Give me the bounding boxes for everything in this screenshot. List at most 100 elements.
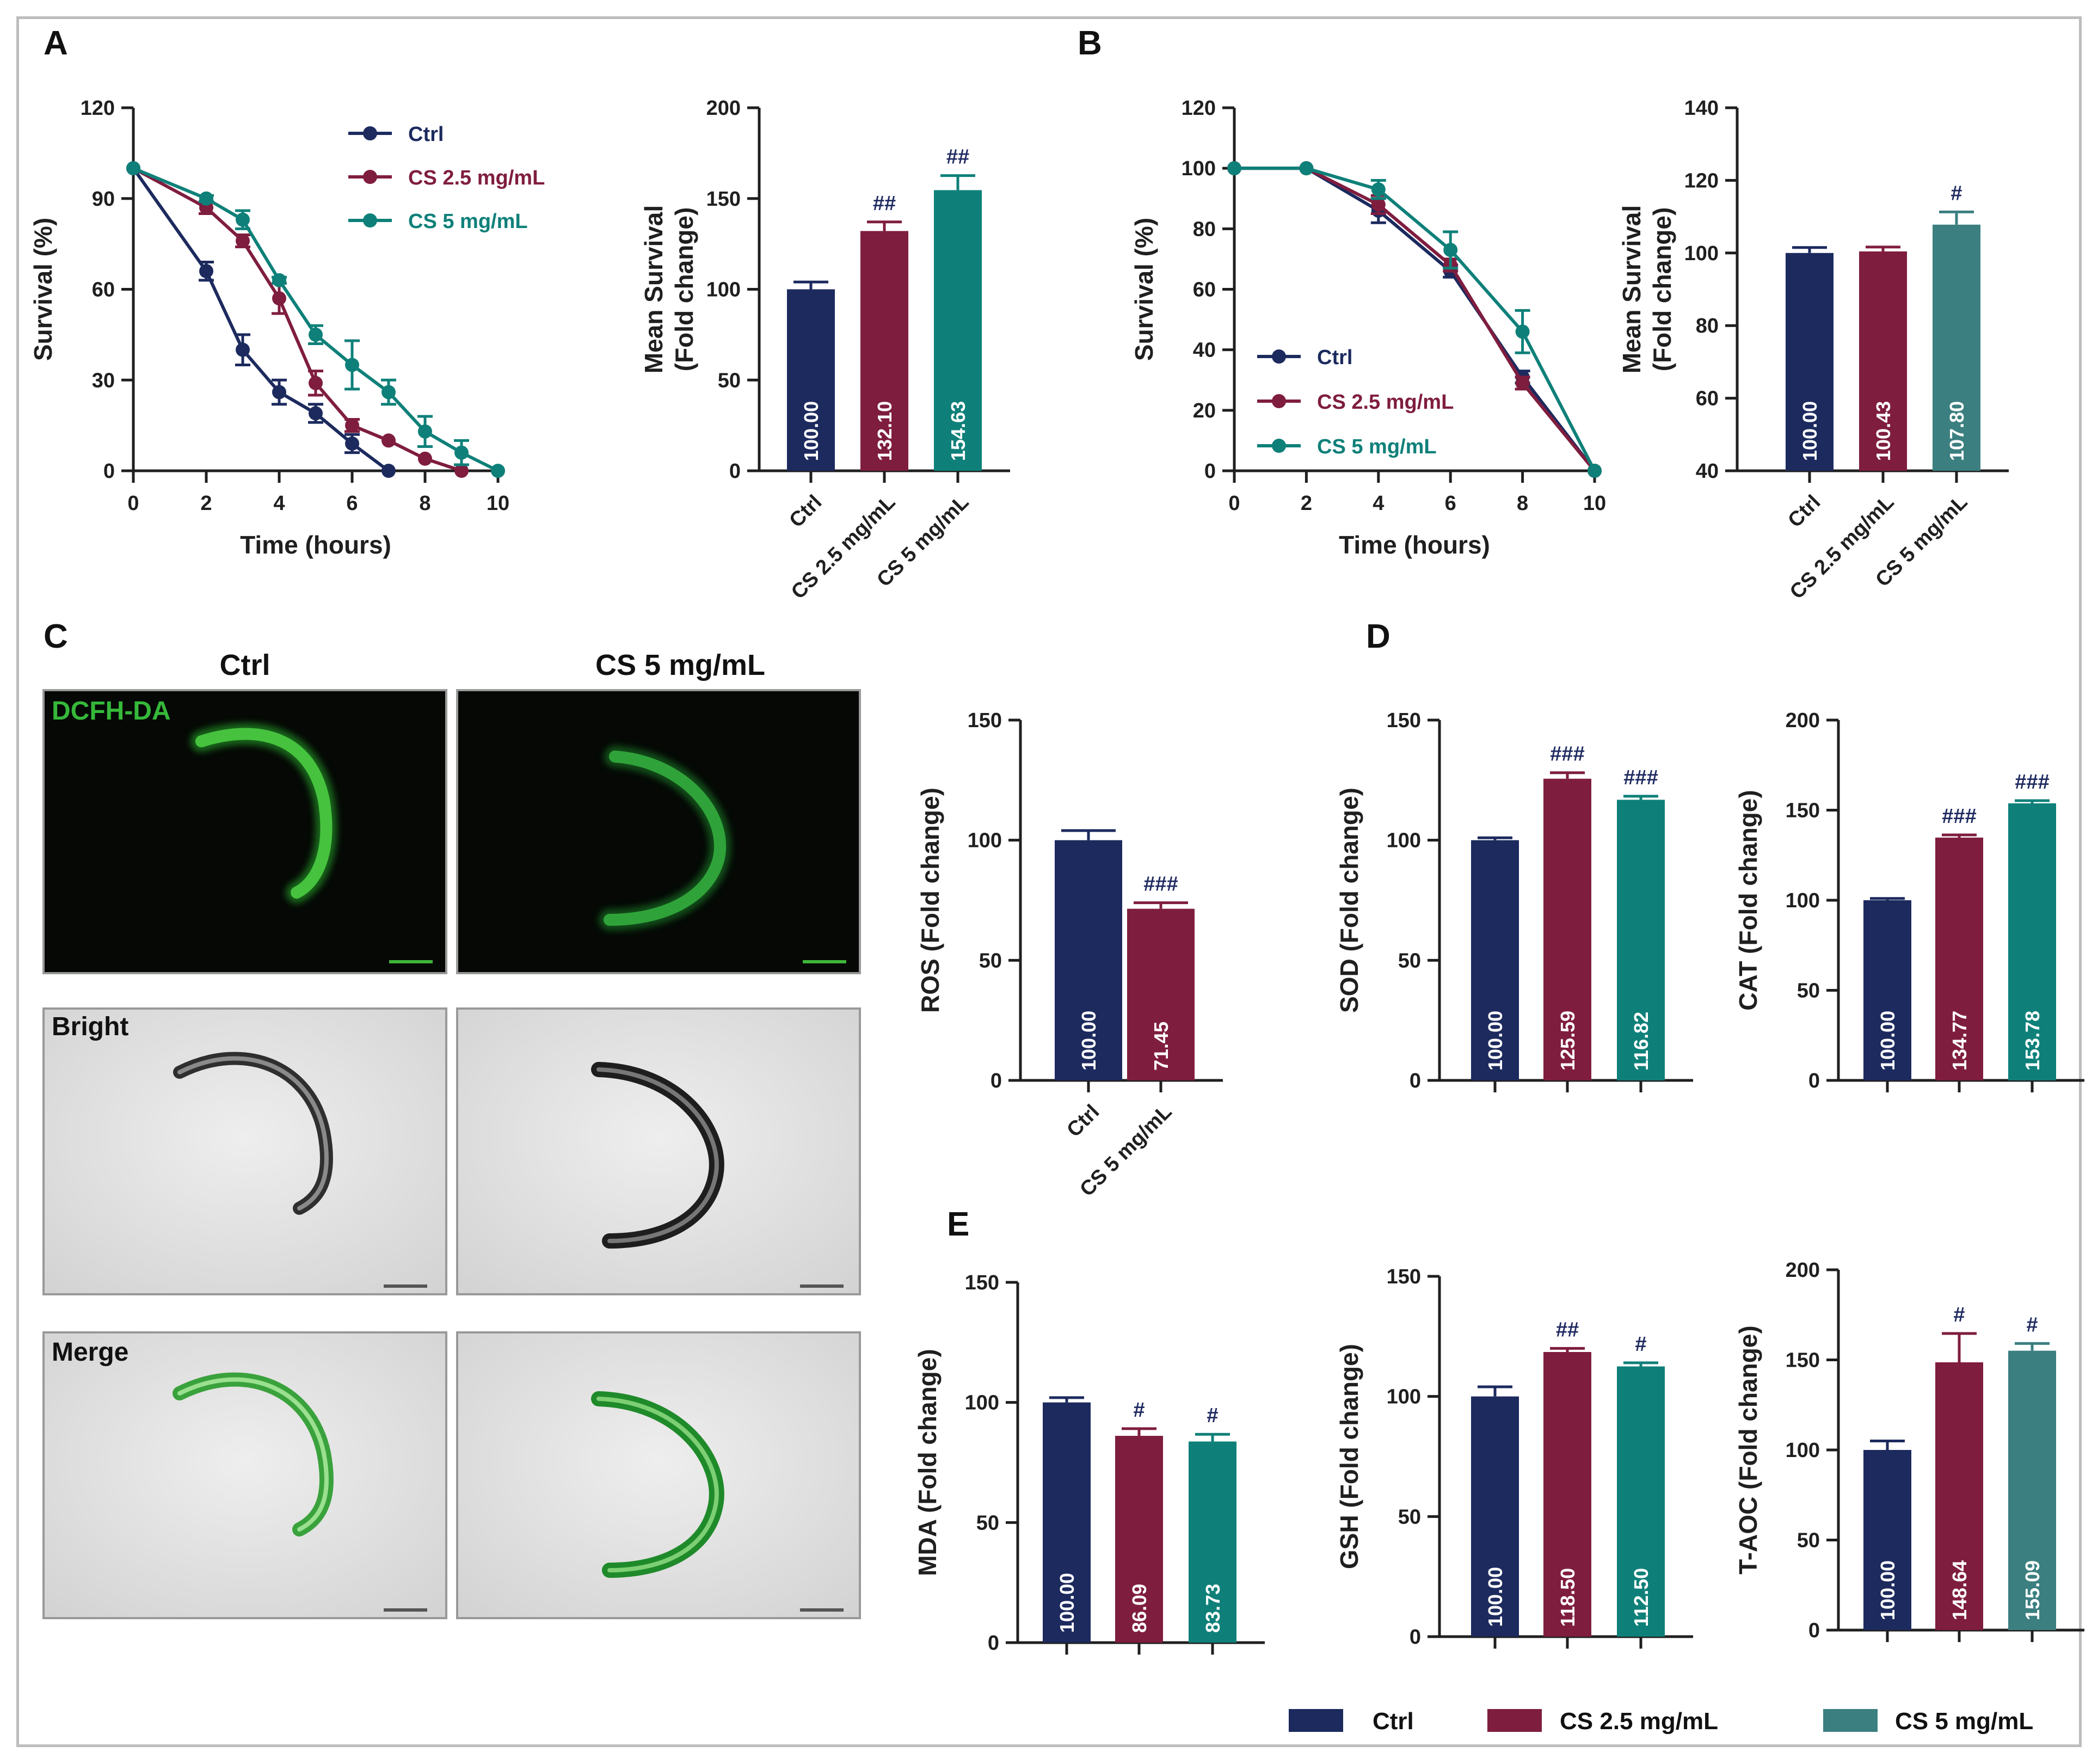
bottom-legend-swatch-cs25 <box>1487 1709 1542 1732</box>
chart-b-mean-survival-bar: 40 60 80 100 120 140 Mean Survival (Fold change… <box>1617 97 2009 604</box>
C_ros-y-tick-label: 150 <box>968 709 1002 732</box>
E_taoc-bar-value-label: 100.00 <box>1876 1560 1899 1620</box>
B_bar-y-tick-label: 140 <box>1684 97 1719 120</box>
D_sod-bar-ctrl <box>1471 840 1519 1080</box>
image-dcfh-cs5 <box>456 689 861 974</box>
B_line-x-tick-label: 10 <box>1583 492 1606 515</box>
A_line-x-tick-label: 10 <box>487 492 509 515</box>
E_gsh-bar-value-label: 100.00 <box>1484 1567 1506 1627</box>
A_bar-bar-value-label: 100.00 <box>800 401 822 461</box>
B_bar-bar-value-label: 107.80 <box>1946 401 1968 461</box>
B_line-point-cs-5-mg-ml <box>1588 464 1602 478</box>
A_line-x-tick-label: 8 <box>419 492 430 515</box>
chart-b-survival-line: 0 20 40 60 80 100 120 Survival (%) 0 2 4 6 8 10 Time (… <box>1130 97 1606 559</box>
E_taoc-y-tick-label: 0 <box>1808 1619 1820 1642</box>
A_line-x-tick-label: 0 <box>127 492 139 515</box>
C_ros-y-tick-label: 100 <box>968 829 1002 852</box>
E_mda-significance-mark: # <box>1133 1399 1145 1422</box>
B_line-legend-marker <box>1272 439 1286 453</box>
E_gsh-significance-mark: # <box>1635 1333 1646 1356</box>
D_cat-y-tick-label: 50 <box>1797 980 1820 1003</box>
A_bar-y-tick-label: 150 <box>706 188 741 211</box>
A_line-point-cs-5-mg-ml <box>272 273 286 287</box>
B_bar-bar-ctrl <box>1786 253 1834 471</box>
C_ros-bar-ctrl <box>1055 840 1122 1080</box>
D_cat-y-tick-label: 150 <box>1786 800 1820 822</box>
E_gsh-bar-cs-5-mg-ml <box>1617 1366 1665 1637</box>
B_line-legend-marker <box>1272 349 1286 364</box>
E_taoc-significance-mark: # <box>1953 1304 1965 1326</box>
B_line-point-cs-5-mg-ml <box>1515 324 1530 339</box>
B_bar-y-tick-label: 60 <box>1696 388 1719 410</box>
A_line-y-tick-label: 120 <box>81 97 115 120</box>
A_bar-y-axis-title: (Fold change) <box>670 207 698 372</box>
image-row-label-bright: Bright <box>52 1012 128 1041</box>
D_sod-y-tick-label: 0 <box>1410 1070 1421 1092</box>
A_line-point-cs-5-mg-ml <box>454 445 469 460</box>
A_bar-y-axis-title: Mean Survival <box>639 205 668 373</box>
D_sod-significance-mark: ### <box>1550 743 1584 766</box>
A_line-point-ctrl <box>236 342 250 357</box>
chart-d-sod-bar: 0 50 100 150 SOD (Fold change) 100.00 125.59 ##… <box>1335 709 1693 1092</box>
A_bar-bar-cs-2-5-mg-ml <box>860 231 908 471</box>
A_bar-y-tick-label: 100 <box>706 279 741 302</box>
B_line-x-axis-title: Time (hours) <box>1339 531 1490 559</box>
A_line-point-cs-5-mg-ml <box>309 327 323 342</box>
panel-label-d: D <box>1366 618 1391 655</box>
A_line-y-axis-title: Survival (%) <box>29 218 57 361</box>
C_ros-x-tick-label: Ctrl <box>1062 1101 1104 1142</box>
B_line-series-line-ctrl <box>1234 167 1596 472</box>
E_taoc-y-tick-label: 100 <box>1786 1439 1820 1462</box>
A_line-point-ctrl <box>382 464 396 478</box>
A_line-point-cs-2-5-mg-ml <box>345 418 359 433</box>
D_sod-bar-value-label: 125.59 <box>1556 1011 1579 1071</box>
E_gsh-bar-value-label: 118.50 <box>1556 1568 1579 1627</box>
E_mda-y-axis-title: MDA (Fold change) <box>913 1349 942 1576</box>
B_line-point-cs-5-mg-ml <box>1443 243 1458 257</box>
D_sod-bar-value-label: 100.00 <box>1484 1011 1506 1071</box>
B_bar-bar-cs-5-mg-ml <box>1933 224 1980 471</box>
C_ros-y-tick-label: 50 <box>979 949 1002 972</box>
D_cat-y-axis-title: CAT (Fold change) <box>1734 790 1762 1010</box>
image-dcfh-ctrl <box>42 689 447 974</box>
panel-label-b: B <box>1078 24 1102 62</box>
E_mda-y-tick-label: 0 <box>988 1632 999 1655</box>
D_cat-bar-cs-5-mg-ml <box>2008 803 2056 1080</box>
E_taoc-bar-cs-2-5-mg-ml <box>1935 1362 1983 1630</box>
A_bar-bar-value-label: 154.63 <box>947 401 969 461</box>
A_line-x-axis-title: Time (hours) <box>240 531 391 559</box>
D_cat-bar-cs-2-5-mg-ml <box>1935 837 1983 1080</box>
E_mda-y-tick-label: 150 <box>965 1271 999 1294</box>
chart-a-mean-survival-bar: 0 50 100 150 200 Mean Survival (Fold change) 10… <box>639 97 1010 604</box>
D_cat-bar-value-label: 153.78 <box>2021 1011 2044 1071</box>
C_ros-bar-value-label: 71.45 <box>1150 1022 1172 1071</box>
B_bar-bar-cs-2-5-mg-ml <box>1859 251 1907 471</box>
A_line-legend-marker <box>363 213 377 228</box>
A_line-point-ctrl <box>272 385 286 399</box>
A_line-point-cs-2-5-mg-ml <box>236 233 250 248</box>
D_cat-bar-value-label: 100.00 <box>1876 1011 1899 1071</box>
D_cat-significance-mark: ### <box>1942 805 1976 828</box>
E_mda-bar-value-label: 100.00 <box>1056 1573 1078 1633</box>
image-column-ctrl: Ctrl <box>220 649 270 681</box>
E_gsh-y-tick-label: 150 <box>1387 1265 1421 1288</box>
B_line-point-cs-2-5-mg-ml <box>1515 376 1530 390</box>
A_bar-bar-value-label: 132.10 <box>873 401 896 461</box>
E_mda-y-tick-label: 50 <box>976 1511 999 1534</box>
bottom-legend-ctrl: Ctrl <box>1373 1708 1414 1735</box>
A_line-y-tick-label: 30 <box>92 369 115 392</box>
B_line-y-tick-label: 20 <box>1193 399 1216 422</box>
chart-d-cat-bar: 0 50 100 150 200 CAT (Fold change) 100.00 134.7… <box>1734 709 2084 1092</box>
B_bar-bar-value-label: 100.43 <box>1872 401 1894 461</box>
bottom-legend: Ctrl CS 2.5 mg/mL CS 5 mg/mL <box>1289 1708 2033 1735</box>
E_gsh-y-tick-label: 100 <box>1387 1386 1421 1409</box>
B_line-x-tick-label: 0 <box>1228 492 1240 515</box>
B_line-point-cs-5-mg-ml <box>1371 182 1386 197</box>
image-row-label-merge: Merge <box>52 1338 128 1367</box>
E_gsh-bar-cs-2-5-mg-ml <box>1543 1352 1591 1637</box>
C_ros-bar-value-label: 100.00 <box>1078 1011 1100 1071</box>
chart-a-survival-line: 0 30 60 90 120 Survival (%) 0 2 4 6 8 10 Time (hours… <box>29 97 545 559</box>
D_cat-y-tick-label: 200 <box>1786 709 1820 732</box>
image-merge-cs5 <box>456 1331 861 1619</box>
image-column-cs5: CS 5 mg/mL <box>595 649 765 681</box>
